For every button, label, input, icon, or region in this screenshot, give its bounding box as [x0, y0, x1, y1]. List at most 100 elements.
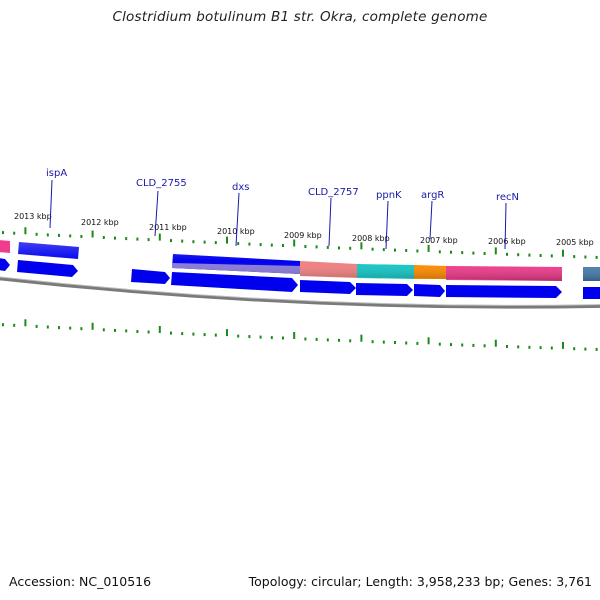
scale-tick — [80, 235, 83, 238]
scale-tick — [46, 325, 49, 329]
scale-tick — [237, 242, 240, 246]
gene-arrow-8 — [446, 285, 562, 298]
scale-label-2008: 2008 kbp — [352, 234, 390, 243]
scale-tick — [80, 327, 83, 331]
scale-tick — [170, 239, 172, 243]
inner-scale-ticks — [2, 319, 598, 351]
scale-tick — [293, 332, 296, 339]
scale-tick — [158, 233, 161, 241]
scale-tick — [304, 337, 307, 341]
scale-tick — [69, 326, 72, 330]
gene-label-ppnK: ppnK — [376, 190, 402, 201]
scale-tick — [416, 249, 419, 253]
gene-label-ispA: ispA — [46, 168, 67, 179]
scale-tick — [472, 343, 475, 347]
scale-tick — [494, 339, 497, 347]
scale-tick — [237, 334, 240, 338]
scale-tick — [550, 346, 553, 350]
scale-tick — [427, 337, 430, 345]
gene-arrow-6 — [356, 283, 413, 296]
scale-tick — [315, 245, 318, 249]
scale-tick — [539, 254, 542, 257]
scale-tick — [13, 231, 16, 235]
scale-tick — [461, 343, 464, 347]
scale-tick — [416, 341, 419, 345]
scale-tick — [427, 244, 430, 252]
scale-tick — [147, 330, 150, 334]
accession-text: Accession: NC_010516 — [9, 574, 152, 589]
scale-tick — [136, 330, 139, 333]
scale-tick — [326, 338, 329, 342]
scale-tick — [506, 252, 508, 256]
gene-arrow-track — [0, 258, 600, 299]
scale-tick — [528, 345, 531, 349]
scale-tick — [371, 247, 374, 251]
scale-tick — [438, 342, 441, 346]
scale-tick — [450, 343, 452, 347]
scale-label-2006: 2006 kbp — [488, 237, 526, 246]
scale-tick — [562, 341, 564, 349]
scale-tick — [573, 347, 576, 351]
scale-tick — [450, 250, 452, 254]
scale-tick — [158, 326, 161, 333]
scale-tick — [91, 322, 94, 330]
gene-arrow-3 — [131, 269, 170, 284]
gene-arrow-2 — [17, 260, 78, 277]
scale-tick — [114, 236, 116, 240]
scale-tick — [326, 245, 329, 249]
scale-tick — [147, 238, 150, 242]
gene-arrow-7 — [414, 284, 445, 297]
scale-tick — [203, 333, 206, 337]
scale-tick — [2, 231, 4, 235]
scale-label-2010: 2010 kbp — [217, 227, 255, 236]
scale-tick — [248, 242, 251, 246]
scale-tick — [349, 339, 352, 343]
scale-tick — [595, 347, 598, 351]
scale-tick — [24, 319, 27, 327]
scale-tick — [226, 236, 228, 244]
scale-tick — [539, 346, 542, 350]
scale-tick — [114, 328, 116, 332]
scale-tick — [13, 323, 16, 327]
scale-tick — [584, 347, 587, 351]
scale-tick — [472, 251, 475, 255]
scale-tick — [584, 255, 587, 259]
scale-tick — [382, 340, 385, 344]
gene-label-argR: argR — [421, 190, 444, 201]
feature-track-colored — [0, 240, 600, 281]
scale-tick — [125, 329, 128, 333]
scale-tick — [214, 333, 217, 337]
scale-tick — [91, 230, 94, 238]
gene-arrow-1 — [0, 258, 10, 271]
scale-tick — [259, 243, 262, 247]
gene-arrow-5 — [300, 280, 356, 294]
scale-tick — [360, 242, 363, 250]
scale-tick — [136, 237, 139, 241]
scale-tick — [405, 341, 408, 345]
scale-tick — [573, 255, 576, 259]
scale-tick — [35, 232, 38, 236]
gene-label-CLD_2757: CLD_2757 — [308, 187, 359, 198]
scale-tick — [248, 335, 251, 339]
scale-tick — [226, 329, 228, 337]
scale-tick — [360, 334, 363, 342]
scale-tick — [517, 253, 520, 257]
scale-tick — [483, 252, 486, 255]
scale-label-2012: 2012 kbp — [81, 218, 119, 227]
scale-tick — [192, 240, 195, 244]
scale-tick — [181, 332, 184, 336]
scale-tick — [58, 326, 60, 330]
gene-arrow-9 — [583, 287, 600, 299]
scale-tick — [293, 239, 296, 247]
scale-tick — [338, 246, 340, 250]
scale-tick — [259, 335, 262, 339]
scale-tick — [203, 240, 206, 244]
scale-tick — [35, 324, 38, 328]
scale-tick — [494, 247, 497, 255]
scale-tick — [214, 241, 217, 245]
scale-tick — [517, 345, 520, 349]
scale-tick — [315, 337, 318, 341]
scale-tick — [562, 249, 564, 257]
scale-tick — [528, 253, 531, 257]
